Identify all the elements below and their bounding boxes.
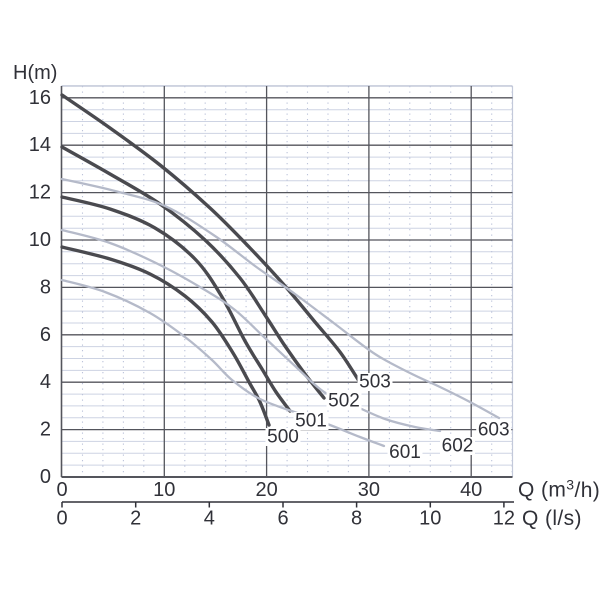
svg-text:0: 0 (56, 479, 67, 501)
svg-text:0: 0 (40, 466, 51, 488)
svg-text:12: 12 (493, 508, 515, 530)
svg-text:H(m): H(m) (13, 62, 57, 84)
svg-text:10: 10 (29, 229, 51, 251)
svg-text:16: 16 (29, 87, 51, 109)
svg-text:40: 40 (460, 479, 482, 501)
svg-text:Q (l/s): Q (l/s) (522, 507, 582, 530)
svg-text:30: 30 (358, 479, 380, 501)
svg-text:503: 503 (359, 372, 391, 393)
svg-text:12: 12 (29, 182, 51, 204)
svg-text:2: 2 (130, 508, 141, 530)
svg-text:601: 601 (389, 442, 421, 463)
svg-text:4: 4 (40, 371, 51, 393)
svg-text:14: 14 (29, 134, 51, 156)
svg-text:4: 4 (204, 508, 215, 530)
svg-text:10: 10 (153, 479, 175, 501)
svg-text:8: 8 (40, 276, 51, 298)
svg-text:603: 603 (478, 420, 510, 441)
svg-text:500: 500 (267, 427, 299, 448)
svg-text:501: 501 (295, 411, 327, 432)
svg-text:6: 6 (40, 324, 51, 346)
svg-text:6: 6 (277, 508, 288, 530)
svg-text:10: 10 (419, 508, 441, 530)
svg-text:0: 0 (56, 508, 67, 530)
svg-text:Q (m3/h): Q (m3/h) (518, 477, 600, 502)
svg-text:502: 502 (328, 391, 360, 412)
svg-text:20: 20 (255, 479, 277, 501)
svg-text:8: 8 (351, 508, 362, 530)
svg-text:602: 602 (442, 436, 474, 457)
svg-text:2: 2 (40, 419, 51, 441)
